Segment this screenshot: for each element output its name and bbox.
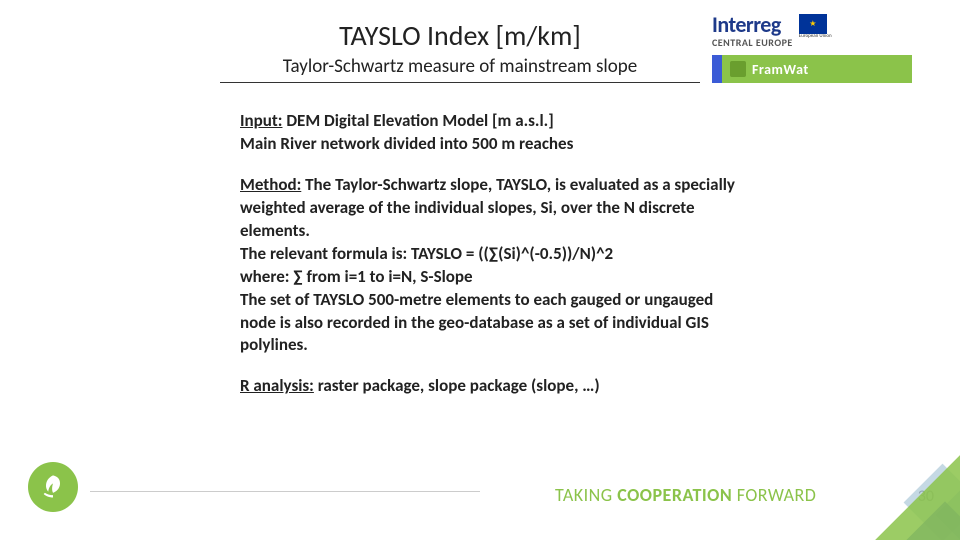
hands-leaf-icon xyxy=(28,462,78,512)
eu-label: European Union xyxy=(799,34,832,39)
method-section: Method: The Taylor-Schwartz slope, TAYSL… xyxy=(240,174,740,358)
interreg-row: Interreg CENTRAL EUROPE ★ European Union xyxy=(712,14,942,49)
method-where: where: ∑ from i=1 to i=N, S-Slope xyxy=(240,266,473,287)
eu-flag-icon: ★ xyxy=(799,14,827,34)
interreg-logo-text: Interreg xyxy=(712,14,793,36)
input-label: Input: xyxy=(240,110,282,131)
tag-part3: FORWARD xyxy=(732,484,816,506)
logo-block: Interreg CENTRAL EUROPE ★ European Union… xyxy=(712,14,942,83)
r-label: R analysis: xyxy=(240,375,314,396)
page-subtitle: Taylor-Schwartz measure of mainstream sl… xyxy=(220,55,700,83)
method-text2: The set of TAYSLO 500-metre elements to … xyxy=(240,289,713,356)
corner-shape xyxy=(875,455,960,540)
interreg-text: Interreg CENTRAL EUROPE xyxy=(712,14,793,49)
r-section: R analysis: raster package, slope packag… xyxy=(240,375,740,398)
framwat-text: FramWat xyxy=(752,61,809,78)
eu-flag-block: ★ European Union xyxy=(799,14,832,39)
page-title: TAYSLO Index [m/km] xyxy=(220,18,700,53)
r-text: raster package, slope package (slope, …) xyxy=(314,375,600,396)
input-line2: Main River network divided into 500 m re… xyxy=(240,133,573,154)
tag-part2: COOPERATION xyxy=(617,484,732,506)
leaf-svg xyxy=(39,473,67,501)
input-section: Input: DEM Digital Elevation Model [m a.… xyxy=(240,110,740,156)
content-body: Input: DEM Digital Elevation Model [m a.… xyxy=(240,110,740,416)
footer-rule xyxy=(90,491,480,492)
method-label: Method: xyxy=(240,174,301,195)
framwat-panel: FramWat xyxy=(712,55,912,83)
corner-decor xyxy=(840,440,960,540)
interreg-region: CENTRAL EUROPE xyxy=(712,36,793,49)
title-block: TAYSLO Index [m/km] Taylor-Schwartz meas… xyxy=(220,18,700,83)
method-formula: The relevant formula is: TAYSLO = ((∑(Si… xyxy=(240,243,613,264)
input-text: DEM Digital Elevation Model [m a.s.l.] xyxy=(282,110,553,131)
framwat-icon xyxy=(730,61,746,77)
slide: TAYSLO Index [m/km] Taylor-Schwartz meas… xyxy=(0,0,960,540)
tagline: TAKING COOPERATION FORWARD xyxy=(555,484,816,506)
method-text: The Taylor-Schwartz slope, TAYSLO, is ev… xyxy=(240,174,735,241)
tag-part1: TAKING xyxy=(555,484,617,506)
